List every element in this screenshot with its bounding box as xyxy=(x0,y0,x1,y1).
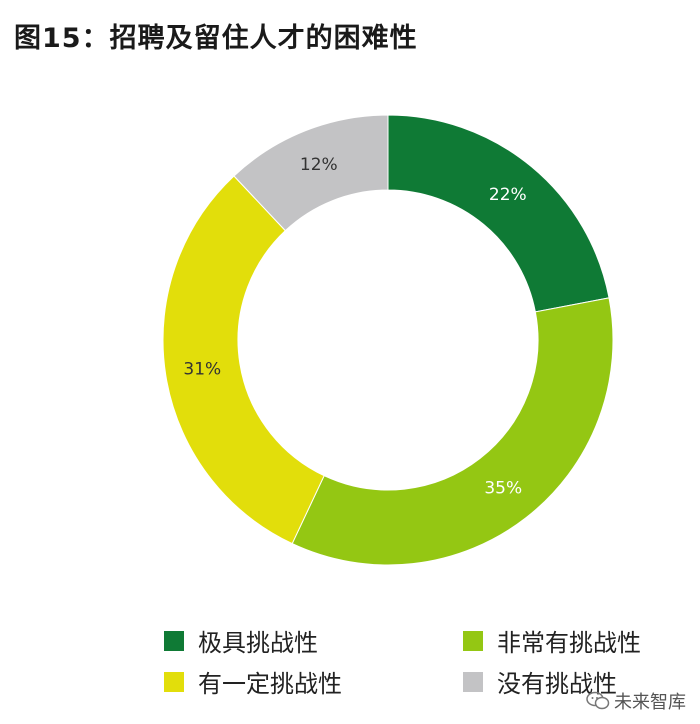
watermark-text: 未来智库 xyxy=(614,692,686,713)
legend-swatch xyxy=(463,671,483,692)
data-label-3: 12% xyxy=(300,155,338,175)
data-labels: 22% 35% 31% 12% xyxy=(183,155,526,498)
legend-item-very-challenging: 非常有挑战性 xyxy=(463,623,641,658)
legend-label: 极具挑战性 xyxy=(198,629,318,657)
legend-swatch xyxy=(463,630,483,651)
legend-item-somewhat-challenging: 有一定挑战性 xyxy=(164,664,342,699)
slice-0 xyxy=(387,114,610,313)
data-label-1: 35% xyxy=(484,479,522,499)
slice-3 xyxy=(233,114,389,232)
legend-item-extremely-challenging: 极具挑战性 xyxy=(164,623,318,658)
chart-title: 图15：招聘及留住人才的困难性 xyxy=(14,23,418,54)
legend-swatch xyxy=(164,630,184,651)
watermark: 未来智库 xyxy=(586,688,686,714)
donut-chart: 22% 35% 31% 12% xyxy=(162,114,614,566)
legend-label: 非常有挑战性 xyxy=(497,629,641,657)
donut-slices xyxy=(162,114,614,566)
slice-1 xyxy=(291,297,614,566)
data-label-2: 31% xyxy=(183,359,221,379)
data-label-0: 22% xyxy=(489,185,527,205)
legend-swatch xyxy=(164,671,184,692)
wechat-icon xyxy=(586,691,610,710)
slice-2 xyxy=(162,175,325,545)
legend-label: 有一定挑战性 xyxy=(198,670,342,698)
